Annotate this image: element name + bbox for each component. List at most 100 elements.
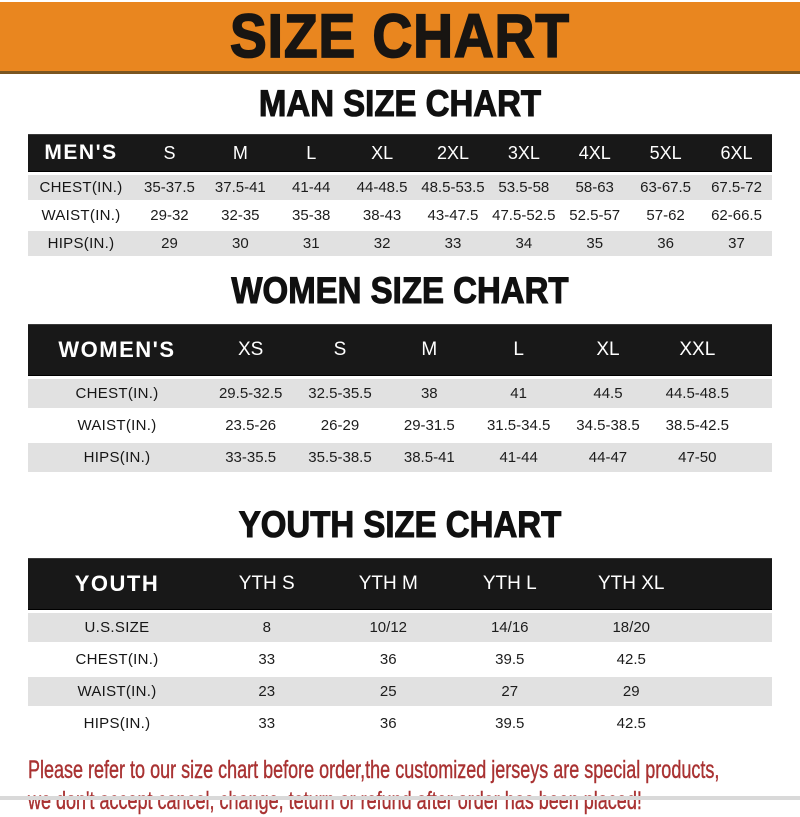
size-cell: 57-62 bbox=[630, 203, 702, 228]
table-row: WAIST(IN.) 29-32 32-35 35-38 38-43 43-47.5 47.… bbox=[28, 203, 772, 228]
size-cell: 35 bbox=[559, 231, 631, 256]
size-cell: 23 bbox=[206, 677, 328, 706]
size-cell: 36 bbox=[630, 231, 702, 256]
size-column-header: S bbox=[295, 324, 385, 376]
size-column-header: 5XL bbox=[630, 134, 702, 172]
size-cell: 34.5-38.5 bbox=[563, 411, 653, 440]
order-notice: Please refer to our size chart before or… bbox=[28, 755, 800, 817]
table-row: WAIST(IN.) 23 25 27 29 bbox=[28, 677, 772, 706]
size-cell: 36 bbox=[327, 709, 449, 738]
table-row: CHEST(IN.) 33 36 39.5 42.5 bbox=[28, 645, 772, 674]
size-column-header: YTH M bbox=[327, 558, 449, 610]
size-cell: 53.5-58 bbox=[488, 175, 560, 200]
filler-cell bbox=[741, 443, 772, 472]
order-notice-line-2: we don't accept cancel, change, teturn o… bbox=[28, 787, 642, 815]
women-section-title: WOMEN SIZE CHART bbox=[231, 270, 569, 312]
size-cell: 31.5-34.5 bbox=[473, 411, 564, 440]
size-cell: 37.5-41 bbox=[204, 175, 276, 200]
order-notice-line-1: Please refer to our size chart before or… bbox=[28, 756, 720, 784]
size-cell: 43-47.5 bbox=[417, 203, 489, 228]
row-label: U.S.SIZE bbox=[28, 613, 206, 642]
size-cell: 42.5 bbox=[570, 645, 692, 674]
size-header-row: WOMEN'S XS S M L XL XXL bbox=[28, 324, 772, 376]
men-size-table-host: MEN'S S M L XL 2XL 3XL 4XL 5XL 6XL CHEST(IN.) 35-37… bbox=[0, 131, 800, 259]
size-column-header: XXL bbox=[652, 324, 742, 376]
size-header-row: MEN'S S M L XL 2XL 3XL 4XL 5XL 6XL bbox=[28, 134, 772, 172]
row-label: HIPS(IN.) bbox=[28, 231, 135, 256]
size-cell: 63-67.5 bbox=[630, 175, 702, 200]
size-cell: 44-48.5 bbox=[346, 175, 418, 200]
size-group-label: YOUTH bbox=[28, 558, 206, 610]
size-group-label: WOMEN'S bbox=[28, 324, 206, 376]
size-cell: 18/20 bbox=[570, 613, 692, 642]
filler-cell bbox=[692, 645, 772, 674]
men-size-section: MAN SIZE CHART MEN'S S M L XL 2XL 3XL 4XL 5XL 6XL… bbox=[0, 83, 800, 259]
size-cell: 44.5 bbox=[563, 379, 653, 408]
size-cell: 41 bbox=[473, 379, 564, 408]
size-cell: 32.5-35.5 bbox=[295, 379, 385, 408]
filler-cell bbox=[692, 558, 772, 610]
size-column-header: M bbox=[204, 134, 276, 172]
size-column-header: L bbox=[275, 134, 347, 172]
table-row: HIPS(IN.) 33-35.5 35.5-38.5 38.5-41 41-44 44-… bbox=[28, 443, 772, 472]
size-cell: 38-43 bbox=[346, 203, 418, 228]
size-column-header: XL bbox=[346, 134, 418, 172]
women-size-table-host: WOMEN'S XS S M L XL XXL CHEST(IN.) 29.5-32.5 32.5… bbox=[0, 321, 800, 475]
size-column-header: 3XL bbox=[488, 134, 560, 172]
size-cell: 14/16 bbox=[449, 613, 571, 642]
size-cell: 39.5 bbox=[449, 709, 571, 738]
row-label: WAIST(IN.) bbox=[28, 677, 206, 706]
size-cell: 62-66.5 bbox=[701, 203, 772, 228]
row-label: CHEST(IN.) bbox=[28, 645, 206, 674]
size-cell: 38 bbox=[384, 379, 474, 408]
size-cell: 29 bbox=[134, 231, 205, 256]
size-column-header: YTH XL bbox=[570, 558, 692, 610]
size-cell: 29-31.5 bbox=[384, 411, 474, 440]
size-cell: 26-29 bbox=[295, 411, 385, 440]
size-cell: 32-35 bbox=[204, 203, 276, 228]
size-cell: 29 bbox=[570, 677, 692, 706]
table-row: WAIST(IN.) 23.5-26 26-29 29-31.5 31.5-34.5 34… bbox=[28, 411, 772, 440]
table-row: CHEST(IN.) 29.5-32.5 32.5-35.5 38 41 44.5 44.5… bbox=[28, 379, 772, 408]
size-cell: 36 bbox=[327, 645, 449, 674]
table-row: HIPS(IN.) 33 36 39.5 42.5 bbox=[28, 709, 772, 738]
row-label: HIPS(IN.) bbox=[28, 443, 206, 472]
size-column-header: XL bbox=[563, 324, 653, 376]
filler-cell bbox=[741, 411, 772, 440]
youth-size-section: YOUTH SIZE CHART YOUTH YTH S YTH M YTH L YTH… bbox=[0, 504, 800, 741]
size-cell: 10/12 bbox=[327, 613, 449, 642]
size-cell: 44.5-48.5 bbox=[652, 379, 742, 408]
row-label: CHEST(IN.) bbox=[28, 175, 135, 200]
size-cell: 29.5-32.5 bbox=[206, 379, 296, 408]
size-cell: 58-63 bbox=[559, 175, 631, 200]
row-label: WAIST(IN.) bbox=[28, 203, 135, 228]
size-cell: 34 bbox=[488, 231, 560, 256]
size-column-header: 2XL bbox=[417, 134, 489, 172]
size-column-header: YTH L bbox=[449, 558, 571, 610]
size-table: WOMEN'S XS S M L XL XXL CHEST(IN.) 29.5-32.5 32.5… bbox=[28, 321, 772, 475]
size-header-row: YOUTH YTH S YTH M YTH L YTH XL bbox=[28, 558, 772, 610]
size-cell: 37 bbox=[701, 231, 772, 256]
size-cell: 35.5-38.5 bbox=[295, 443, 385, 472]
size-column-header: YTH S bbox=[206, 558, 328, 610]
size-group-label: MEN'S bbox=[28, 134, 135, 172]
banner-title: SIZE CHART bbox=[229, 1, 570, 71]
size-cell: 52.5-57 bbox=[559, 203, 631, 228]
size-cell: 33 bbox=[206, 645, 328, 674]
size-chart-banner: SIZE CHART bbox=[0, 2, 800, 74]
size-cell: 30 bbox=[204, 231, 276, 256]
bottom-divider bbox=[0, 796, 800, 800]
youth-section-title: YOUTH SIZE CHART bbox=[238, 504, 562, 546]
size-cell: 31 bbox=[275, 231, 347, 256]
filler-cell bbox=[741, 379, 772, 408]
size-column-header: 6XL bbox=[701, 134, 772, 172]
size-cell: 38.5-42.5 bbox=[652, 411, 742, 440]
size-cell: 38.5-41 bbox=[384, 443, 474, 472]
size-cell: 44-47 bbox=[563, 443, 653, 472]
size-cell: 35-37.5 bbox=[134, 175, 205, 200]
women-size-section: WOMEN SIZE CHART WOMEN'S XS S M L XL XXL CHEST(… bbox=[0, 270, 800, 475]
size-cell: 33 bbox=[417, 231, 489, 256]
size-column-header: 4XL bbox=[559, 134, 631, 172]
row-label: WAIST(IN.) bbox=[28, 411, 206, 440]
men-section-title: MAN SIZE CHART bbox=[258, 83, 542, 125]
